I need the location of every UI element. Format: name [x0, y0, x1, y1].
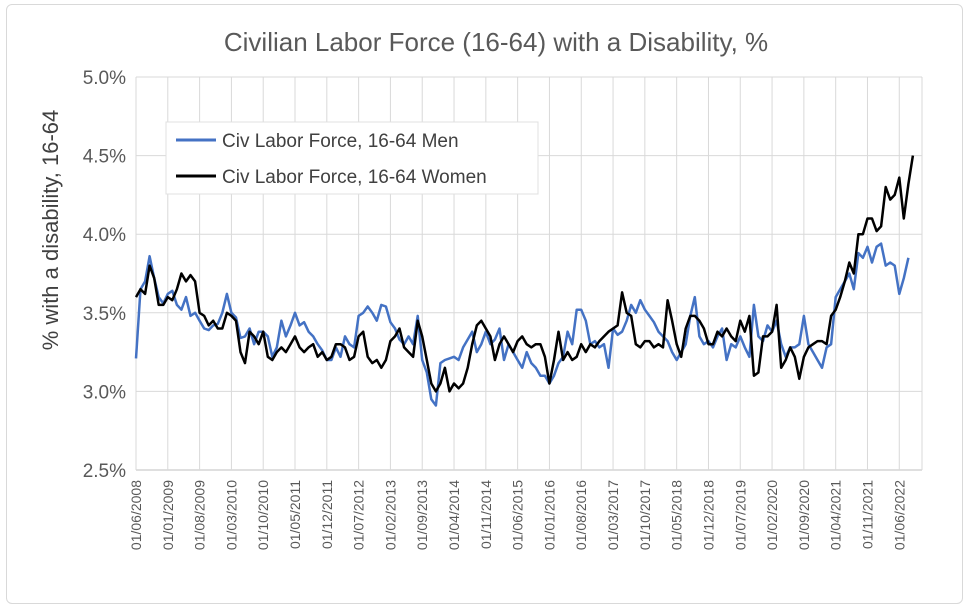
x-tick-label: 01/07/2012 — [351, 480, 367, 550]
x-tick-label: 01/10/2017 — [637, 480, 653, 550]
x-tick-label: 01/01/2016 — [541, 480, 557, 550]
x-tick-label: 01/12/2018 — [700, 480, 716, 550]
x-tick-label: 01/03/2010 — [223, 480, 239, 550]
x-tick-label: 01/04/2014 — [446, 480, 462, 550]
x-tick-label: 01/06/2022 — [891, 480, 907, 550]
y-tick-labels: 2.5% 3.0% 3.5% 4.0% 4.5% 5.0% — [83, 68, 126, 482]
y-tick-label: 3.0% — [83, 382, 126, 403]
series-lines — [134, 155, 915, 407]
x-tick-label: 01/08/2016 — [573, 480, 589, 550]
x-tick-label: 01/02/2013 — [382, 480, 398, 550]
y-tick-label: 3.5% — [83, 304, 126, 325]
x-tick-label: 01/09/2020 — [796, 480, 812, 550]
y-tick-label: 2.5% — [83, 461, 126, 482]
legend-label-men: Civ Labor Force, 16-64 Men — [222, 131, 459, 152]
x-tick-label: 01/03/2017 — [605, 480, 621, 550]
x-tick-label: 01/02/2020 — [764, 480, 780, 550]
x-tick-label: 01/05/2011 — [287, 480, 303, 549]
y-tick-label: 4.0% — [83, 225, 126, 246]
x-tick-label: 01/08/2009 — [192, 480, 208, 550]
series-line-women — [134, 155, 915, 393]
x-tick-label: 01/01/2009 — [160, 480, 176, 550]
x-tick-label: 01/06/2008 — [128, 480, 144, 550]
x-tick-label: 01/10/2010 — [255, 480, 271, 550]
x-tick-label: 01/11/2014 — [478, 480, 494, 549]
x-tick-label: 01/07/2019 — [732, 480, 748, 550]
legend: Civ Labor Force, 16-64 Men Civ Labor For… — [165, 121, 539, 195]
legend-label-women: Civ Labor Force, 16-64 Women — [222, 167, 487, 188]
x-tick-label: 01/05/2018 — [669, 480, 685, 550]
x-tick-labels: 01/06/2008 01/01/2009 01/08/2009 01/03/2010… — [128, 480, 907, 550]
legend-box — [165, 121, 539, 195]
y-axis-label: % with a disability, 16-64 — [38, 110, 63, 351]
x-tick-label: 01/12/2011 — [319, 480, 335, 549]
x-tick-label: 01/11/2021 — [859, 480, 875, 549]
x-tick-label: 01/09/2013 — [414, 480, 430, 550]
chart-title: Civilian Labor Force (16-64) with a Disa… — [224, 27, 768, 57]
y-tick-label: 5.0% — [83, 68, 126, 89]
x-tick-label: 01/04/2021 — [828, 480, 844, 550]
series-line-men — [134, 242, 910, 407]
x-tick-label: 01/06/2015 — [510, 480, 526, 550]
y-tick-label: 4.5% — [83, 147, 126, 168]
